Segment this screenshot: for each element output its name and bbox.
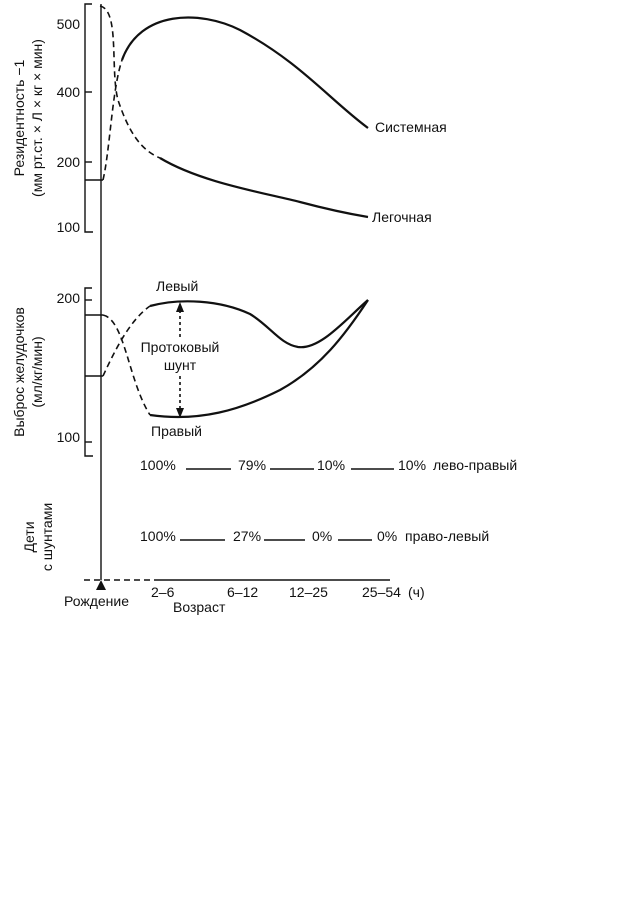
lr-suffix: лево-правый [433,457,517,473]
output-y-axis [84,287,93,457]
shunt-label-line2: шунт [164,357,197,373]
systemic-neonatal-dashed [102,59,123,181]
shunt-label-line1: Протоковый [141,339,220,355]
shunt-arrow-head-down [176,408,184,418]
resistance-ylabel-line1: Резидентность −1 [11,59,27,176]
systemic-series-line [120,16,369,129]
shunt-label-bg [136,338,224,374]
age-unit: (ч) [408,584,425,600]
resistance-ylabel: Резидентность −1 (мм рт.ст. × Л × кг × м… [11,39,45,197]
rl-value-3: 0% [377,528,397,544]
rl-value-2: 0% [312,528,332,544]
age-tick-2: 12–25 [289,584,328,600]
output-panel: Выброс желудочков (мл/кг/мин) 200 100 Ле… [11,278,369,457]
right-series-line [149,299,369,419]
resistance-tick-label-200: 200 [57,154,81,170]
rl-value-0: 100% [140,528,176,544]
resistance-panel: Резидентность −1 (мм рт.ст. × Л × кг × м… [11,3,447,235]
resistance-tick-label-100: 100 [57,219,81,235]
rl-suffix: право-левый [405,528,489,544]
right-series-label: Правый [151,423,202,439]
output-ylabel-line2: (мл/кг/мин) [29,336,45,407]
age-axis: Рождение 2–6 6–12 12–25 25–54 (ч) Возрас… [64,4,425,615]
output-tick-label-100: 100 [57,429,81,445]
birth-marker-icon [96,580,106,590]
left-series-label: Левый [156,278,198,294]
resistance-y-axis [84,3,93,233]
shunt-arrow-head-up [176,302,184,312]
age-tick-1: 6–12 [227,584,258,600]
lr-value-0: 100% [140,457,176,473]
resistance-tick-label-500: 500 [57,16,81,32]
age-axis-title: Возраст [173,599,226,615]
shunt-row-label: Дети с шунтами [21,503,55,571]
resistance-ylabel-line2: (мм рт.ст. × Л × кг × мин) [29,39,45,197]
output-ylabel-line1: Выброс желудочков [11,307,27,437]
resistance-tick-label-400: 400 [57,84,81,100]
shunt-panel: Дети с шунтами 100% 79% 10% 10% лево-пра… [21,457,517,571]
left-series-line [149,299,369,349]
systemic-series-label: Системная [375,119,447,135]
shunt-label-line2: с шунтами [39,503,55,571]
pulmonary-series-label: Легочная [372,209,432,225]
rl-value-1: 27% [233,528,261,544]
output-ylabel: Выброс желудочков (мл/кг/мин) [11,307,45,437]
lr-value-2: 10% [317,457,345,473]
left-neonatal-dashed [102,305,151,377]
pulmonary-series-line [159,157,369,219]
age-tick-3: 25–54 [362,584,401,600]
lr-value-1: 79% [238,457,266,473]
pulmonary-neonatal-dashed [99,5,161,159]
birth-label: Рождение [64,593,129,609]
shunt-label-line1: Дети [21,521,37,552]
lr-value-3: 10% [398,457,426,473]
age-tick-0: 2–6 [151,584,175,600]
output-tick-label-200: 200 [57,290,81,306]
